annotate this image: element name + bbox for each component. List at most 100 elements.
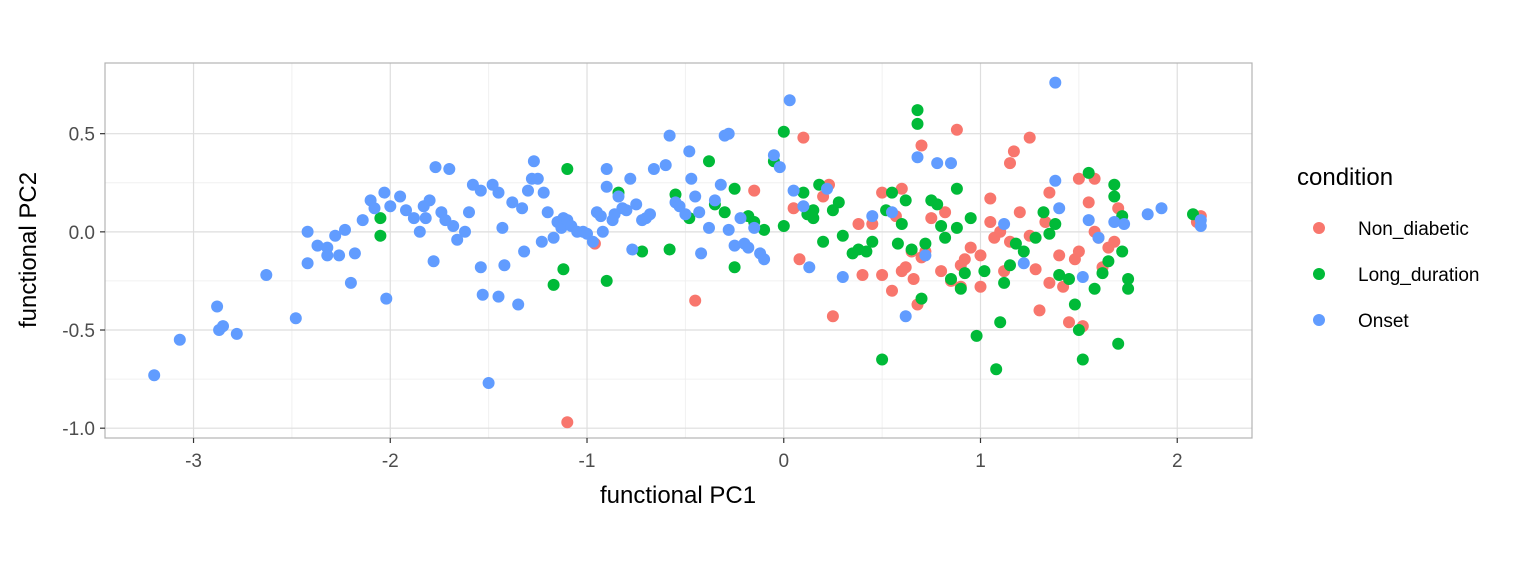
point-onset bbox=[451, 233, 464, 246]
point-onset bbox=[758, 253, 771, 266]
point-non-diabetic bbox=[907, 273, 920, 285]
point-onset bbox=[339, 223, 351, 236]
point-non-diabetic bbox=[935, 265, 948, 278]
point-long-duration bbox=[1108, 178, 1121, 191]
point-onset bbox=[1108, 216, 1121, 228]
point-non-diabetic bbox=[1072, 172, 1085, 185]
y-tick-label: 0.5 bbox=[69, 125, 95, 146]
point-non-diabetic bbox=[974, 249, 987, 262]
point-onset bbox=[866, 210, 879, 223]
point-long-duration bbox=[797, 186, 810, 199]
point-onset bbox=[474, 261, 487, 274]
point-onset bbox=[531, 172, 544, 185]
point-long-duration bbox=[866, 235, 879, 248]
point-long-duration bbox=[1108, 190, 1121, 203]
point-onset bbox=[1076, 271, 1089, 283]
point-onset bbox=[344, 276, 357, 289]
point-long-duration bbox=[1017, 245, 1030, 258]
point-long-duration bbox=[990, 363, 1003, 376]
point-onset bbox=[1194, 220, 1207, 232]
point-non-diabetic bbox=[1039, 216, 1052, 228]
point-onset bbox=[1155, 202, 1168, 215]
point-non-diabetic bbox=[1043, 186, 1056, 199]
point-non-diabetic bbox=[939, 206, 952, 219]
point-onset bbox=[1082, 214, 1095, 227]
point-long-duration bbox=[860, 245, 873, 258]
point-onset bbox=[173, 333, 186, 346]
point-long-duration bbox=[964, 212, 977, 225]
point-onset bbox=[368, 202, 381, 215]
legend-label-onset: Onset bbox=[1358, 311, 1409, 332]
point-long-duration bbox=[1082, 166, 1095, 179]
point-long-duration bbox=[935, 220, 948, 232]
y-axis-title: functional PC2 bbox=[15, 172, 42, 328]
point-onset bbox=[630, 198, 643, 211]
point-onset bbox=[931, 157, 944, 170]
point-non-diabetic bbox=[915, 139, 928, 152]
point-onset bbox=[311, 239, 324, 252]
point-onset bbox=[787, 184, 800, 197]
point-onset bbox=[734, 212, 747, 225]
point-onset bbox=[230, 327, 243, 340]
point-long-duration bbox=[1043, 227, 1056, 240]
point-long-duration bbox=[728, 182, 741, 195]
point-long-duration bbox=[911, 104, 924, 117]
point-onset bbox=[423, 194, 436, 207]
point-onset bbox=[644, 208, 656, 221]
point-onset bbox=[685, 172, 698, 185]
point-long-duration bbox=[636, 245, 649, 258]
point-onset bbox=[1049, 76, 1062, 89]
point-onset bbox=[919, 249, 932, 262]
point-non-diabetic bbox=[826, 310, 839, 323]
point-non-diabetic bbox=[1108, 235, 1121, 248]
point-long-duration bbox=[954, 282, 967, 295]
point-non-diabetic bbox=[689, 294, 702, 307]
point-onset bbox=[600, 163, 613, 175]
point-long-duration bbox=[1096, 267, 1109, 280]
point-non-diabetic bbox=[1023, 131, 1036, 144]
point-onset bbox=[512, 298, 525, 311]
point-onset bbox=[148, 369, 161, 382]
point-onset bbox=[1141, 208, 1154, 221]
point-long-duration bbox=[891, 237, 904, 250]
point-non-diabetic bbox=[950, 123, 963, 136]
point-onset bbox=[443, 163, 456, 175]
point-long-duration bbox=[939, 231, 952, 244]
point-non-diabetic bbox=[984, 216, 997, 228]
point-onset bbox=[748, 221, 761, 234]
point-long-duration bbox=[718, 206, 731, 219]
point-onset bbox=[714, 178, 727, 191]
point-onset bbox=[537, 186, 550, 199]
point-long-duration bbox=[978, 265, 991, 278]
point-non-diabetic bbox=[886, 284, 898, 297]
point-onset bbox=[767, 149, 780, 162]
point-onset bbox=[998, 218, 1011, 230]
point-onset bbox=[683, 145, 696, 158]
point-onset bbox=[211, 300, 224, 313]
point-non-diabetic bbox=[1013, 206, 1026, 219]
legend-label-non-diabetic: Non_diabetic bbox=[1358, 219, 1469, 240]
point-onset bbox=[378, 186, 391, 199]
point-onset bbox=[492, 290, 505, 303]
point-non-diabetic bbox=[561, 416, 574, 429]
point-onset bbox=[492, 186, 505, 199]
point-onset bbox=[586, 235, 599, 248]
point-onset bbox=[1092, 231, 1105, 244]
point-onset bbox=[1017, 257, 1030, 270]
point-onset bbox=[708, 194, 721, 207]
point-onset bbox=[596, 225, 609, 238]
legend-label-long-duration: Long_duration bbox=[1358, 265, 1480, 286]
point-onset bbox=[647, 163, 660, 175]
point-long-duration bbox=[998, 276, 1011, 289]
point-long-duration bbox=[777, 125, 790, 138]
point-non-diabetic bbox=[899, 261, 912, 274]
point-non-diabetic bbox=[1068, 253, 1081, 266]
point-long-duration bbox=[758, 223, 771, 236]
x-tick-label: 0 bbox=[778, 451, 789, 472]
legend-key-long-duration bbox=[1313, 268, 1325, 280]
point-onset bbox=[260, 269, 273, 281]
point-onset bbox=[476, 288, 489, 301]
point-long-duration bbox=[374, 229, 387, 242]
point-non-diabetic bbox=[974, 280, 987, 293]
point-non-diabetic bbox=[1053, 249, 1066, 262]
